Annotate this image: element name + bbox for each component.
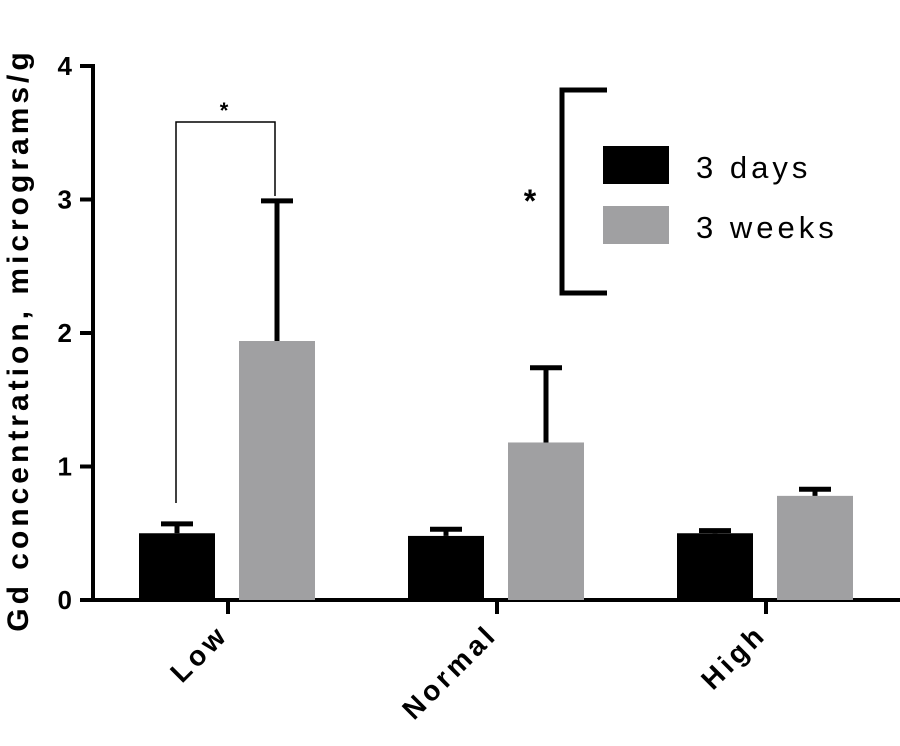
y-tick-label-0: 0	[58, 585, 72, 615]
legend-swatch-3-weeks	[603, 206, 669, 244]
series-significance-bracket	[559, 87, 607, 296]
low-significance-star: *	[220, 98, 229, 123]
y-tick-label-1: 1	[58, 452, 72, 482]
y-tick-label-2: 2	[58, 318, 72, 348]
bar-high-3-weeks	[777, 495, 853, 600]
series-significance-star: *	[524, 183, 537, 219]
y-tick-label-4: 4	[58, 51, 73, 81]
x-tick-label-low: Low	[164, 618, 234, 688]
bar-normal-3-weeks	[508, 442, 584, 600]
legend-swatch-3-days	[603, 146, 669, 184]
low-significance-bracket	[175, 121, 276, 503]
bar-low-3-weeks	[239, 341, 315, 600]
legend-label-3-days: 3 days	[696, 150, 811, 185]
bar-high-3-days	[677, 533, 753, 600]
y-axis-label: Gd concentration, micrograms/g	[2, 48, 35, 631]
bar-low-3-days	[139, 533, 215, 600]
y-tick-label-3: 3	[58, 185, 72, 215]
x-tick-label-high: High	[695, 618, 772, 695]
legend-label-3-weeks: 3 weeks	[696, 210, 838, 245]
bar-normal-3-days	[408, 535, 484, 600]
x-tick-label-normal: Normal	[396, 618, 503, 725]
